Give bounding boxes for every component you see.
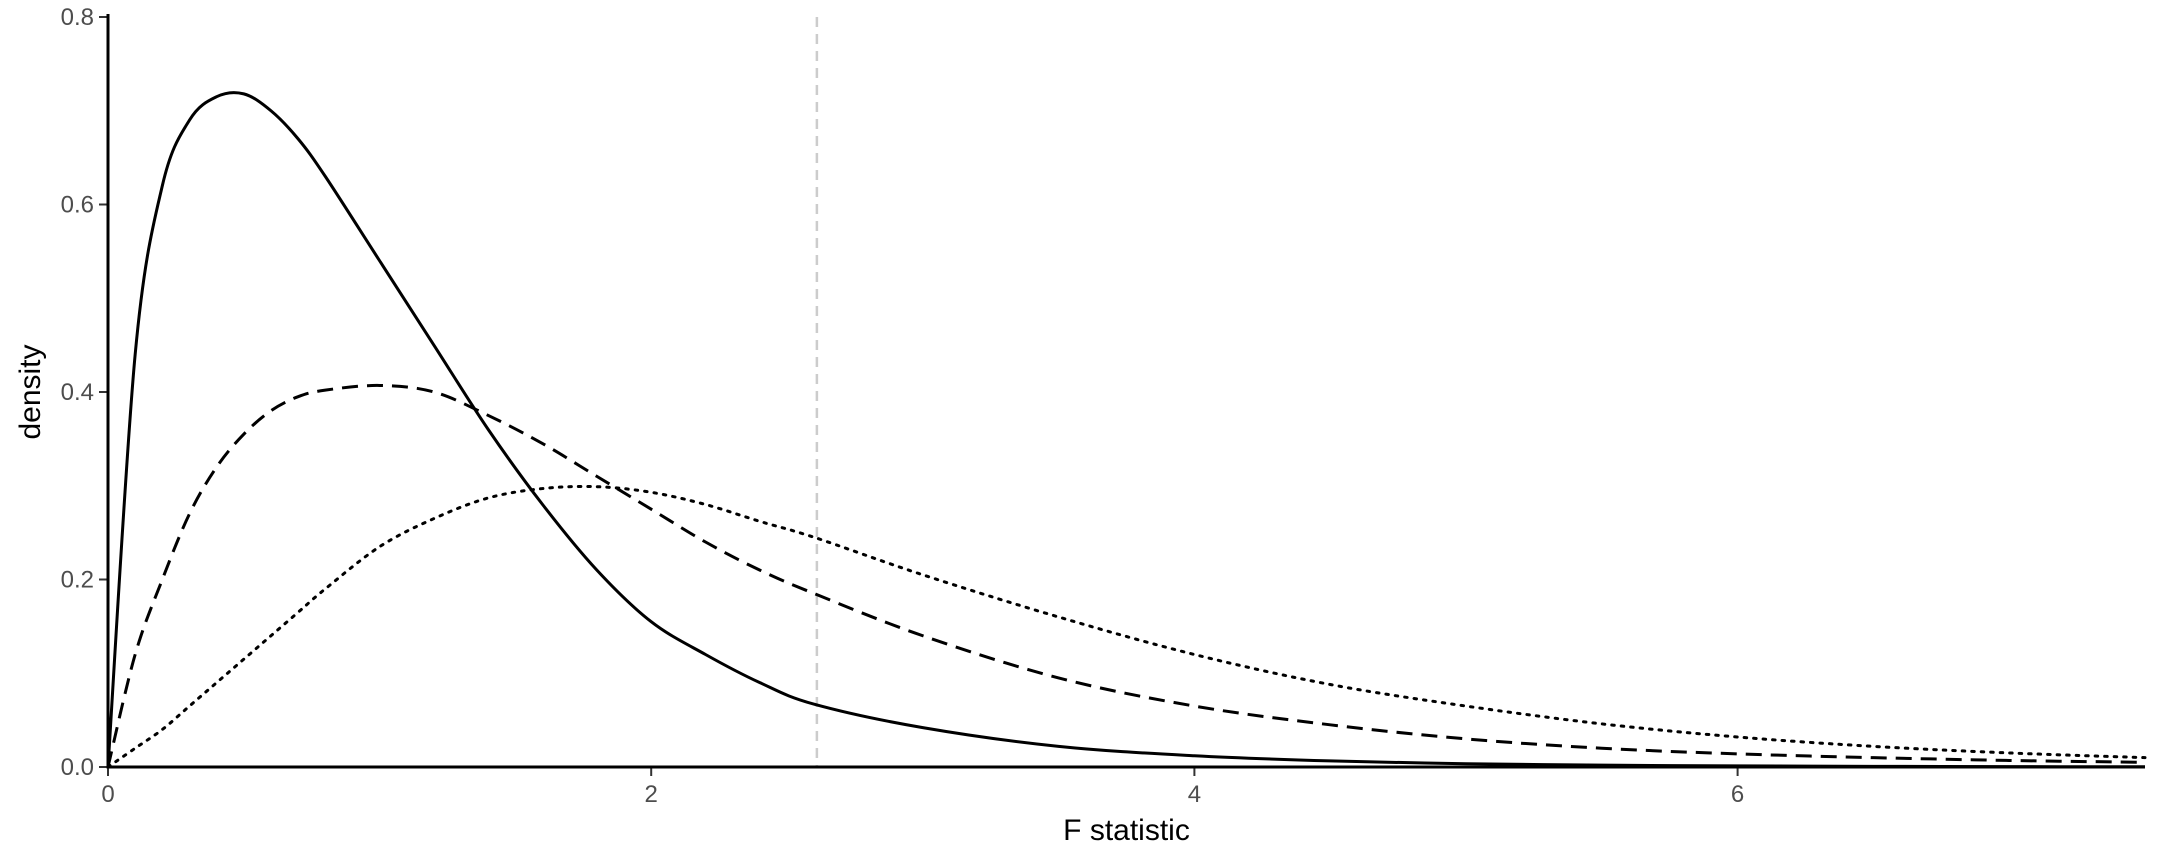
y-axis-title: density (14, 344, 47, 439)
x-tick-label: 6 (1731, 781, 1744, 808)
x-tick-label: 4 (1188, 781, 1201, 808)
y-tick-label: 0.8 (61, 4, 94, 31)
x-axis-ticks: 0 2 4 6 (101, 767, 1744, 808)
series-line-solid (106, 91, 2146, 769)
y-tick-label: 0.6 (61, 192, 94, 219)
y-tick-label: 0.2 (61, 567, 94, 594)
series-line-dotted (106, 484, 2147, 769)
series-line-dashed (106, 383, 2146, 768)
y-axis-ticks: 0.0 0.2 0.4 0.6 0.8 (61, 4, 108, 781)
x-tick-label: 2 (645, 781, 658, 808)
y-tick-label: 0.0 (61, 754, 94, 781)
plot-area (106, 17, 2147, 769)
y-tick-label: 0.4 (61, 379, 94, 406)
x-tick-label: 0 (101, 781, 114, 808)
x-axis-title: F statistic (1063, 814, 1190, 847)
